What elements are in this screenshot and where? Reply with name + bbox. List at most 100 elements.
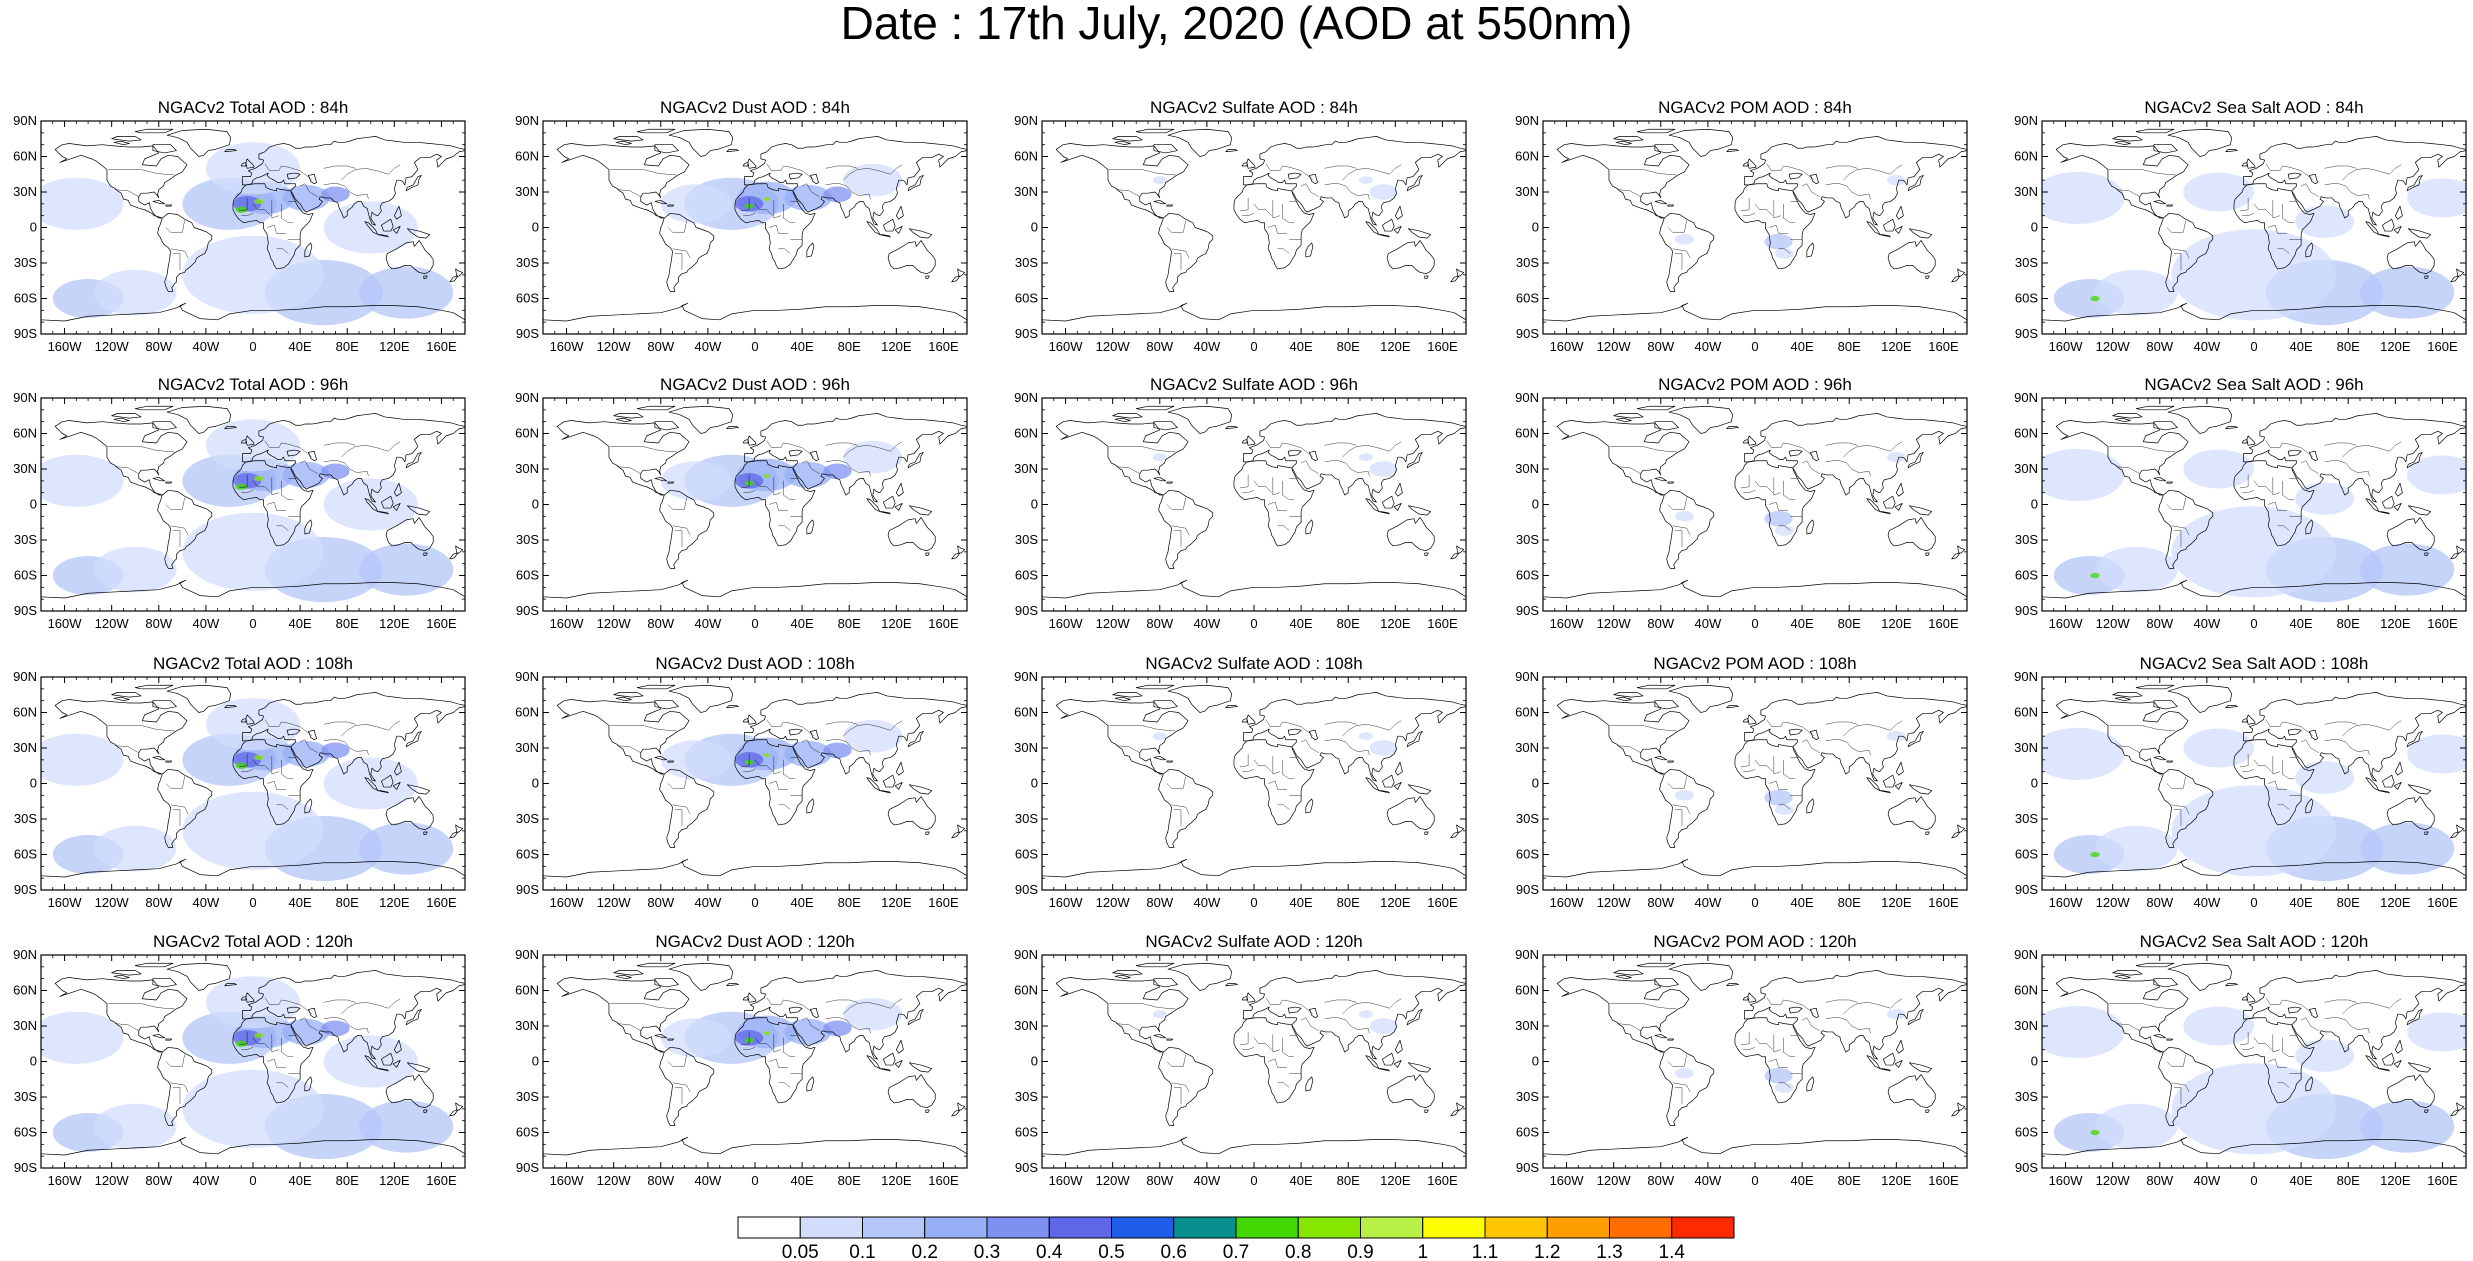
lat-tick-label: 90N: [1515, 390, 1539, 405]
aod-patch: [823, 463, 852, 480]
lat-tick-label: 30S: [516, 1089, 539, 1104]
lon-tick-label: 80W: [145, 616, 172, 631]
colorbar-swatch: [862, 1216, 926, 1239]
aod-patch: [2042, 448, 2125, 501]
lat-tick-label: 60S: [14, 847, 37, 862]
panel-title: NGACv2 Sea Salt AOD : 108h: [2140, 654, 2369, 673]
panel-title: NGACv2 Total AOD : 108h: [153, 654, 353, 673]
lon-tick-label: 120W: [1096, 895, 1131, 910]
lat-tick-label: 60N: [515, 705, 539, 720]
lon-tick-label: 160W: [550, 895, 585, 910]
aod-shading: [2042, 171, 2466, 326]
aod-patch: [41, 177, 124, 230]
colorbar-label: 1.1: [1472, 1242, 1498, 1261]
lon-tick-label: 0: [1751, 616, 1758, 631]
lon-tick-label: 80E: [1337, 339, 1360, 354]
aod-shading: [1152, 732, 1398, 756]
aod-patch: [2090, 572, 2100, 579]
lat-tick-label: 30S: [14, 532, 37, 547]
colorbar-label: 0.2: [912, 1242, 938, 1261]
lat-tick-label: 60N: [1014, 426, 1038, 441]
aod-patch: [94, 1103, 177, 1150]
lon-tick-label: 160E: [1928, 339, 1959, 354]
aod-shading: [41, 698, 454, 882]
aod-shading: [660, 719, 903, 786]
lon-tick-label: 120E: [1881, 1173, 1912, 1188]
lon-tick-label: 120E: [881, 616, 912, 631]
lat-tick-label: 0: [1031, 1054, 1038, 1069]
aod-patch: [1152, 732, 1167, 741]
aod-patch: [282, 461, 330, 488]
aod-patch: [1358, 1010, 1373, 1019]
colorbar-label: 0.8: [1285, 1242, 1311, 1261]
aod-patch: [1886, 174, 1906, 186]
aod-patch: [323, 478, 418, 531]
colorbar-label: 0.1: [849, 1242, 875, 1261]
lon-tick-label: 160W: [1550, 339, 1585, 354]
aod-patch: [2295, 205, 2355, 238]
lon-tick-label: 80W: [647, 339, 674, 354]
aod-patch: [843, 719, 903, 753]
lat-tick-label: 60N: [13, 983, 37, 998]
lat-tick-label: 0: [532, 1054, 539, 1069]
panel-title: NGACv2 Dust AOD : 120h: [655, 932, 854, 951]
lon-tick-label: 120E: [379, 1173, 410, 1188]
colorbar-label: 0.9: [1347, 1242, 1373, 1261]
lon-tick-label: 80E: [2337, 339, 2360, 354]
lon-tick-label: 120E: [881, 1173, 912, 1188]
lon-tick-label: 80E: [1337, 1173, 1360, 1188]
lat-tick-label: 90S: [2015, 603, 2038, 618]
aod-patch: [660, 461, 732, 501]
aod-shading: [660, 997, 903, 1064]
lon-tick-label: 40E: [1290, 895, 1313, 910]
aod-patch: [784, 184, 832, 211]
aod-patch: [2360, 1100, 2455, 1153]
lat-tick-label: 30N: [13, 1018, 37, 1033]
aod-patch: [660, 184, 732, 224]
aod-patch: [2407, 178, 2466, 218]
lon-tick-label: 40W: [1695, 895, 1722, 910]
lat-tick-label: 90N: [2014, 947, 2038, 962]
aod-patch: [2171, 229, 2337, 321]
lat-tick-label: 60N: [515, 149, 539, 164]
aod-patch: [359, 822, 454, 875]
lat-tick-label: 90S: [14, 882, 37, 897]
colorbar-swatch: [1235, 1216, 1299, 1239]
aod-patch: [2360, 822, 2455, 875]
lat-tick-label: 30S: [2015, 255, 2038, 270]
aod-patch: [321, 1020, 350, 1037]
map-frame: [542, 120, 968, 335]
map-frame: [1041, 120, 1467, 335]
lon-tick-label: 80W: [1146, 339, 1173, 354]
lon-tick-label: 0: [751, 1173, 758, 1188]
map-panel: NGACv2 Sea Salt AOD : 120h 90N 60N 30N 0 30S 6…: [2014, 932, 2467, 1188]
lon-tick-label: 0: [1751, 1173, 1758, 1188]
aod-patch: [41, 733, 124, 786]
lat-tick-label: 90N: [13, 669, 37, 684]
lat-tick-label: 30S: [2015, 811, 2038, 826]
aod-patch: [94, 825, 177, 872]
aod-patch: [1764, 1067, 1793, 1084]
lon-tick-label: 80W: [145, 895, 172, 910]
lon-tick-label: 80E: [336, 1173, 359, 1188]
aod-patch: [254, 475, 264, 482]
aod-patch: [784, 1018, 832, 1045]
aod-patch: [763, 474, 771, 479]
map-frame: [1542, 120, 1968, 335]
lat-tick-label: 90N: [13, 390, 37, 405]
lat-tick-label: 0: [532, 776, 539, 791]
lon-tick-label: 120W: [1597, 1173, 1632, 1188]
lon-tick-label: 120E: [2380, 339, 2411, 354]
lon-tick-label: 40E: [289, 339, 312, 354]
lat-tick-label: 0: [1031, 220, 1038, 235]
aod-patch: [1775, 1082, 1794, 1093]
lat-tick-label: 90N: [2014, 113, 2038, 128]
lat-tick-label: 90S: [2015, 1160, 2038, 1175]
lon-tick-label: 0: [249, 616, 256, 631]
lon-tick-label: 40E: [791, 339, 814, 354]
aod-patch: [2095, 269, 2178, 316]
lon-tick-label: 40E: [289, 1173, 312, 1188]
aod-patch: [1775, 248, 1794, 259]
lon-tick-label: 40W: [2194, 616, 2221, 631]
lat-tick-label: 0: [532, 220, 539, 235]
